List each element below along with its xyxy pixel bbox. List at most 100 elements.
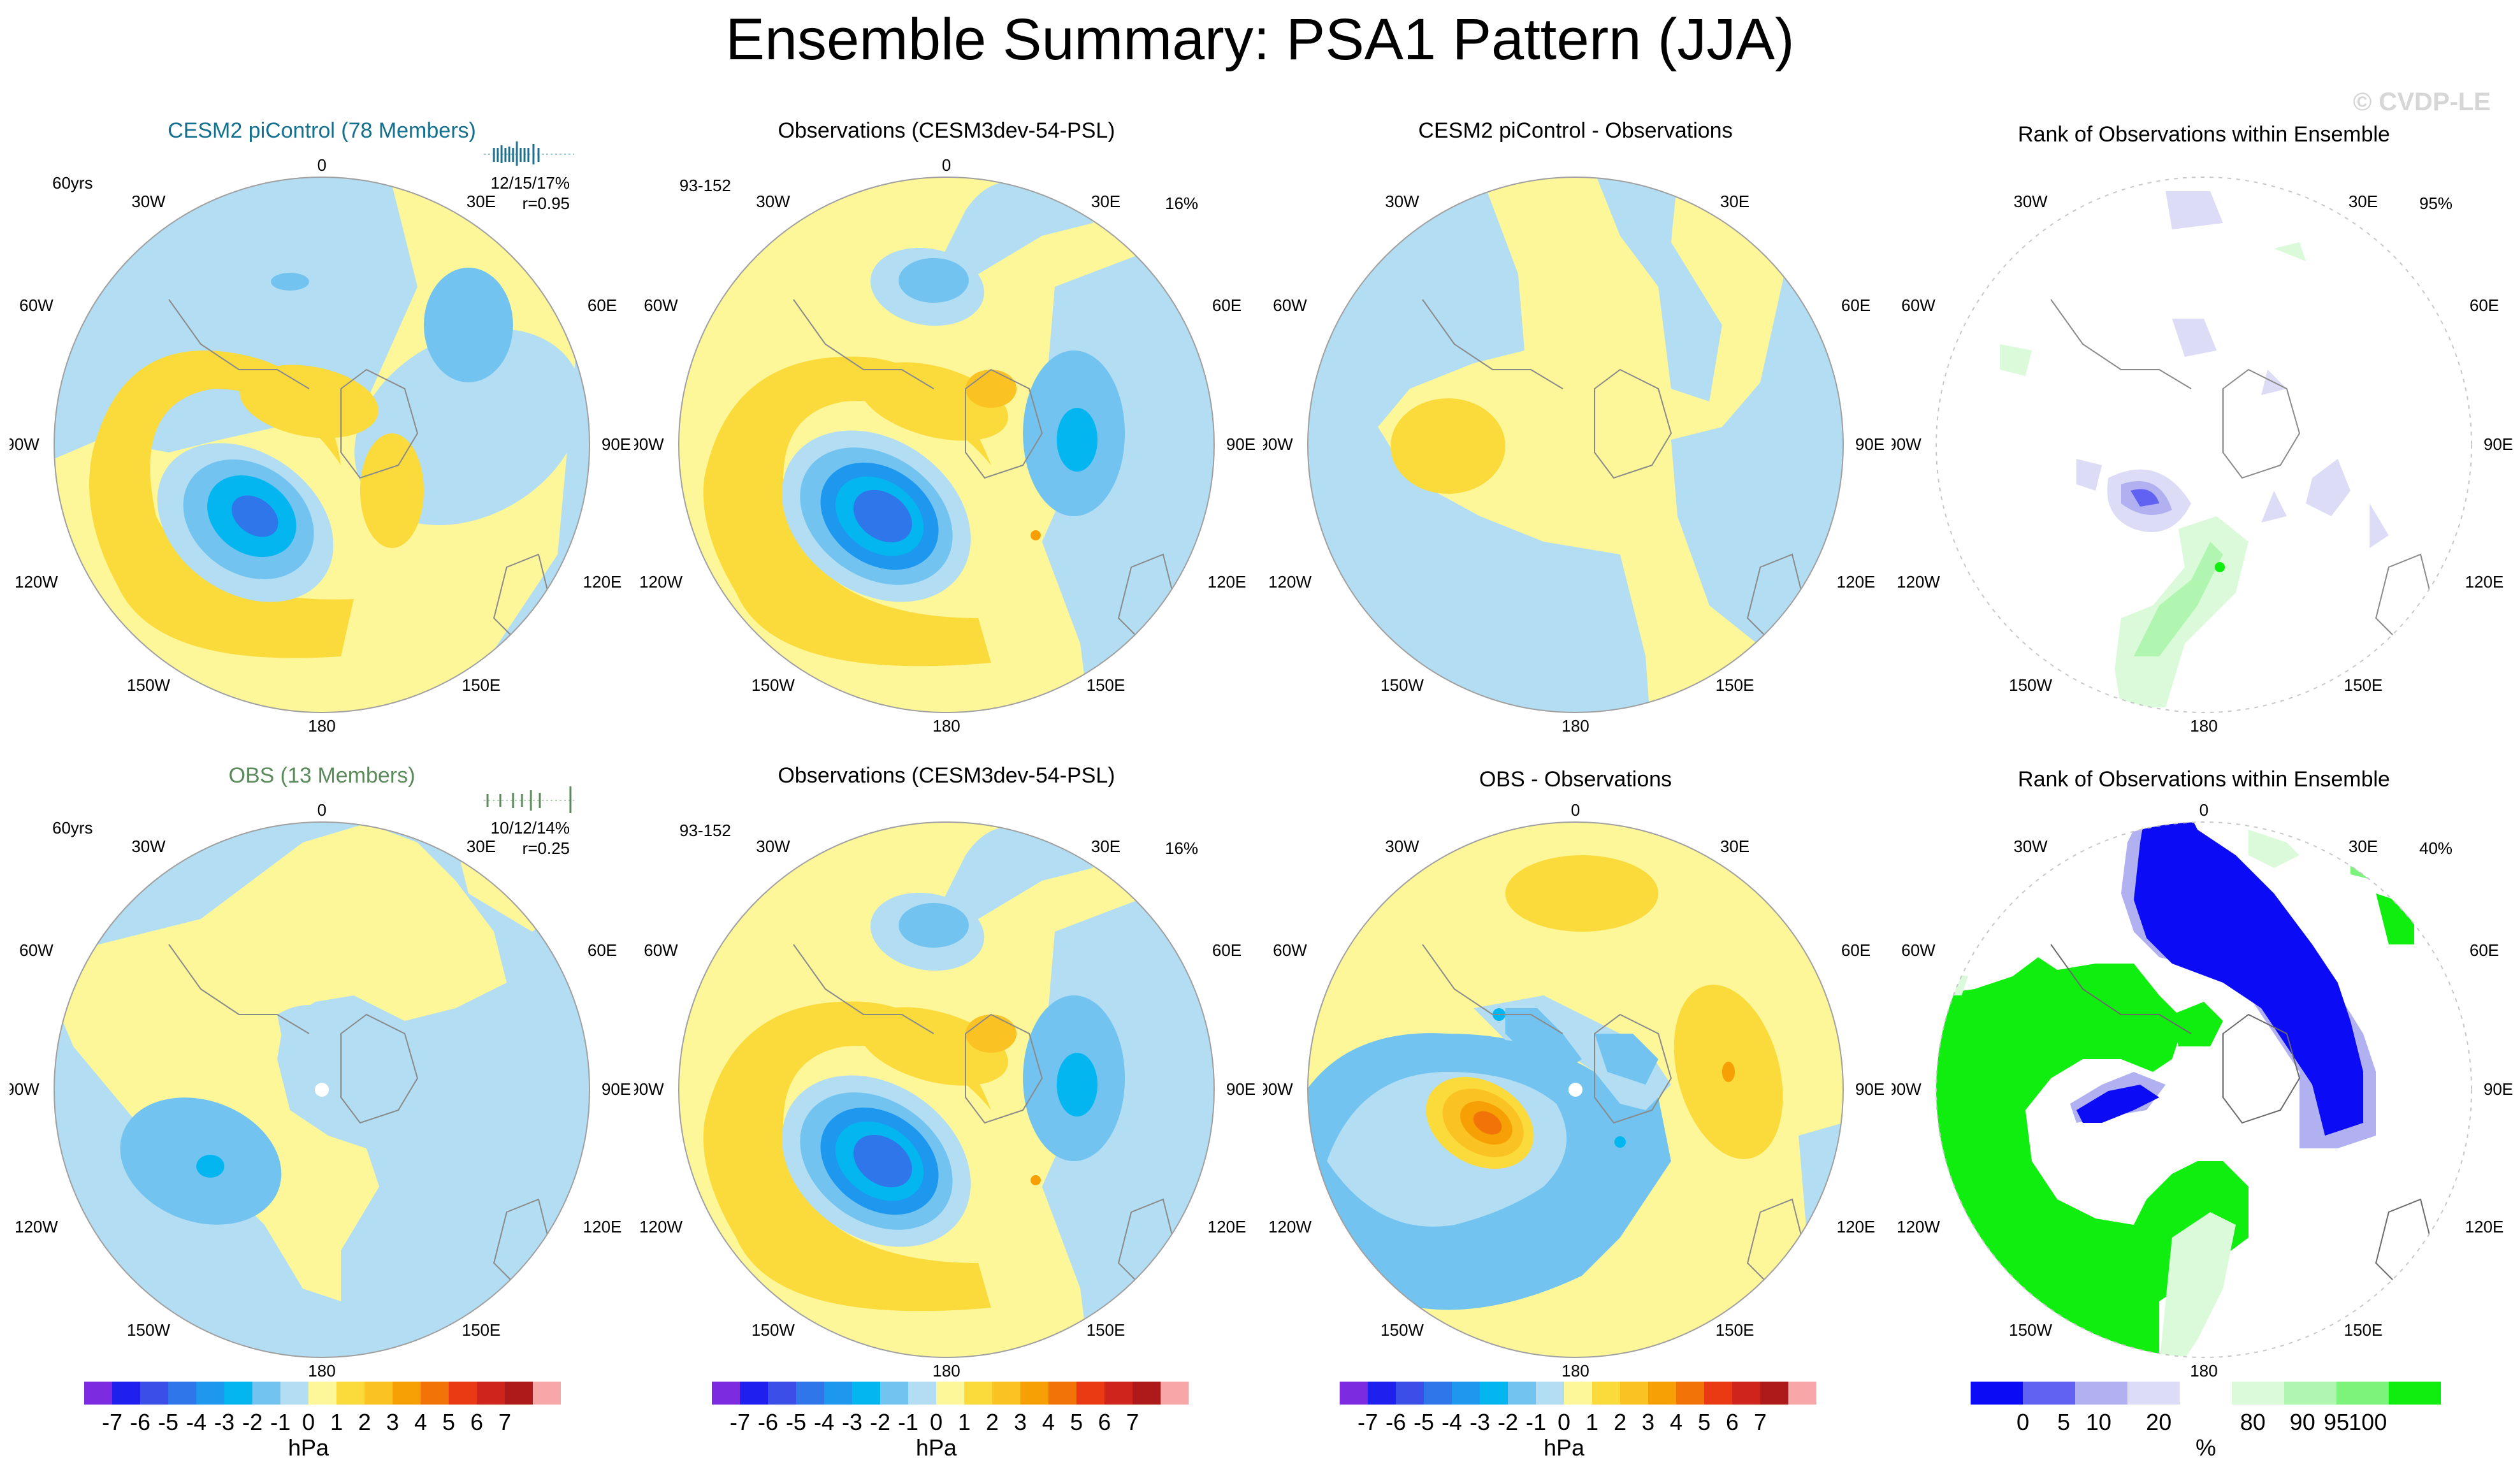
lon-label: 90E bbox=[602, 1080, 631, 1099]
lon-label: 90W bbox=[1263, 435, 1293, 454]
lon-label: 180 bbox=[1561, 1361, 1589, 1380]
colorbar-box bbox=[852, 1382, 880, 1405]
map-panel-3: 30W 30E 60W 60E 90W 90E 120W 120E 150W 1… bbox=[1263, 177, 1885, 735]
lon-label: 180 bbox=[932, 716, 960, 735]
colorbar-box bbox=[2336, 1382, 2389, 1405]
panel5-years: 60yrs bbox=[52, 818, 93, 837]
colorbar-box bbox=[880, 1382, 908, 1405]
lon-label: 30E bbox=[1720, 192, 1749, 211]
lon-label: 180 bbox=[2190, 716, 2217, 735]
panel1-stats-pct: 12/15/17% bbox=[490, 173, 570, 192]
lon-label: 30E bbox=[1091, 837, 1120, 856]
lon-label: 120E bbox=[2465, 572, 2504, 591]
colorbar-tick-label: -2 bbox=[242, 1409, 263, 1435]
colorbar-box bbox=[1676, 1382, 1704, 1405]
colorbar-box bbox=[1396, 1382, 1424, 1405]
lon-label: 60W bbox=[1273, 296, 1307, 315]
panel5-rank-strip bbox=[484, 786, 574, 813]
colorbar-tick-label: 20 bbox=[2146, 1409, 2171, 1435]
colorbar-box bbox=[1788, 1382, 1816, 1405]
lon-label: 150W bbox=[2009, 1320, 2052, 1340]
map-panel-2: 0 180 30W 30E 60W 60E 90W 90E 120W 120E … bbox=[634, 159, 1256, 735]
colorbar-box bbox=[1340, 1382, 1368, 1405]
lon-label: 60W bbox=[19, 296, 54, 315]
colorbar-box bbox=[1424, 1382, 1452, 1405]
map-panel-6: 30W 30E 60W 60E 90W 90E 120W 120E 150W 1… bbox=[634, 821, 1256, 1380]
colorbar-tick-label: 3 bbox=[1642, 1409, 1655, 1435]
colorbar-tick-label: 4 bbox=[1670, 1409, 1683, 1435]
lon-label: 90W bbox=[1892, 435, 1922, 454]
colorbar-tick-label: -7 bbox=[730, 1409, 750, 1435]
colorbar-unit: % bbox=[2196, 1434, 2216, 1461]
colorbar-tick-label: -1 bbox=[898, 1409, 918, 1435]
lon-label: 60E bbox=[588, 296, 617, 315]
colorbar-tick-label: -6 bbox=[130, 1409, 150, 1435]
colorbar-box bbox=[1564, 1382, 1592, 1405]
colorbar-box bbox=[824, 1382, 852, 1405]
panel-title-3: CESM2 piControl - Observations bbox=[1418, 119, 1733, 143]
colorbar-unit: hPa bbox=[1544, 1434, 1585, 1461]
lon-label: 60E bbox=[1841, 296, 1871, 315]
colorbar-box bbox=[505, 1382, 533, 1405]
lon-label: 90E bbox=[1226, 1080, 1256, 1099]
lon-label: 60E bbox=[2470, 296, 2499, 315]
colorbar-tick-label: 5 bbox=[1698, 1409, 1711, 1435]
colorbar-tick-label: -4 bbox=[186, 1409, 206, 1435]
lon-label: 150E bbox=[1087, 676, 1126, 695]
panel1-rank-strip bbox=[484, 141, 574, 166]
lon-label: 30W bbox=[2013, 837, 2048, 856]
lon-label: 30W bbox=[2013, 192, 2048, 211]
colorbar-box bbox=[224, 1382, 252, 1405]
colorbar-tick-label: 5 bbox=[2057, 1409, 2070, 1435]
colorbar-tick-label: -5 bbox=[786, 1409, 806, 1435]
colorbar-tick-label: -3 bbox=[1470, 1409, 1490, 1435]
lon-label: 60E bbox=[1212, 941, 1242, 960]
lon-label: 90W bbox=[634, 1080, 664, 1099]
lon-label: 150W bbox=[751, 676, 795, 695]
lon-label: 60E bbox=[1841, 941, 1871, 960]
colorbar-tick-label: 0 bbox=[2017, 1409, 2029, 1435]
lon-label: 150W bbox=[2009, 676, 2052, 695]
lon-label: 90E bbox=[1226, 435, 1256, 454]
colorbar-box bbox=[740, 1382, 768, 1405]
lon-label: 30E bbox=[467, 192, 496, 211]
colorbar-tick-label: 0 bbox=[1558, 1409, 1570, 1435]
panel-title-5: OBS (13 Members) bbox=[228, 763, 416, 788]
colorbar-tick-label: -7 bbox=[1358, 1409, 1378, 1435]
lon-label: 150E bbox=[1716, 1320, 1755, 1340]
colorbar-box bbox=[2389, 1382, 2441, 1405]
lon-label: 150W bbox=[127, 1320, 170, 1340]
lon-label: 90E bbox=[2484, 1080, 2513, 1099]
colorbar-box bbox=[308, 1382, 337, 1405]
lon-label: 90W bbox=[10, 435, 40, 454]
lon-label: 30W bbox=[756, 192, 790, 211]
colorbar-tick-label: 7 bbox=[498, 1409, 511, 1435]
lon-label: 0 bbox=[2199, 804, 2208, 820]
page-title: Ensemble Summary: PSA1 Pattern (JJA) bbox=[725, 7, 1795, 72]
colorbar-box bbox=[796, 1382, 824, 1405]
colorbar-tick-label: -6 bbox=[1386, 1409, 1406, 1435]
colorbar-box bbox=[1704, 1382, 1732, 1405]
colorbar-tick-label: -1 bbox=[270, 1409, 291, 1435]
colorbar-tick-label: -2 bbox=[1498, 1409, 1518, 1435]
lon-label: 60E bbox=[2470, 941, 2499, 960]
map-panel-4: 30W 30E 60W 60E 90W 90E 120W 120E 150W 1… bbox=[1892, 177, 2513, 735]
colorbar-box bbox=[168, 1382, 196, 1405]
colorbar-tick-label: 95 bbox=[2324, 1409, 2349, 1435]
map-panel-5: 0 180 30W 30E 60W 60E 90W 90E 120W 120E … bbox=[10, 804, 631, 1380]
lon-label: 30E bbox=[2349, 837, 2378, 856]
map-panel-8: 0 180 30W 30E 60W 60E 90W 90E 120W 120E … bbox=[1892, 804, 2513, 1380]
lon-label: 120E bbox=[2465, 1217, 2504, 1236]
map-panel-7: 0 180 30W 30E 60W 60E 90W 90E 120W 120E … bbox=[1263, 804, 1885, 1380]
colorbar-box bbox=[337, 1382, 365, 1405]
colorbar-tick-label: 3 bbox=[386, 1409, 399, 1435]
lon-label: 60E bbox=[588, 941, 617, 960]
colorbar-box bbox=[1592, 1382, 1620, 1405]
lon-label: 90W bbox=[1263, 1080, 1293, 1099]
colorbar-tick-label: -7 bbox=[102, 1409, 122, 1435]
colorbar-box bbox=[1732, 1382, 1760, 1405]
colorbar-tick-label: 6 bbox=[1098, 1409, 1111, 1435]
lon-label: 120E bbox=[1208, 1217, 1247, 1236]
colorbar-box bbox=[1133, 1382, 1161, 1405]
lon-label: 0 bbox=[317, 159, 326, 175]
